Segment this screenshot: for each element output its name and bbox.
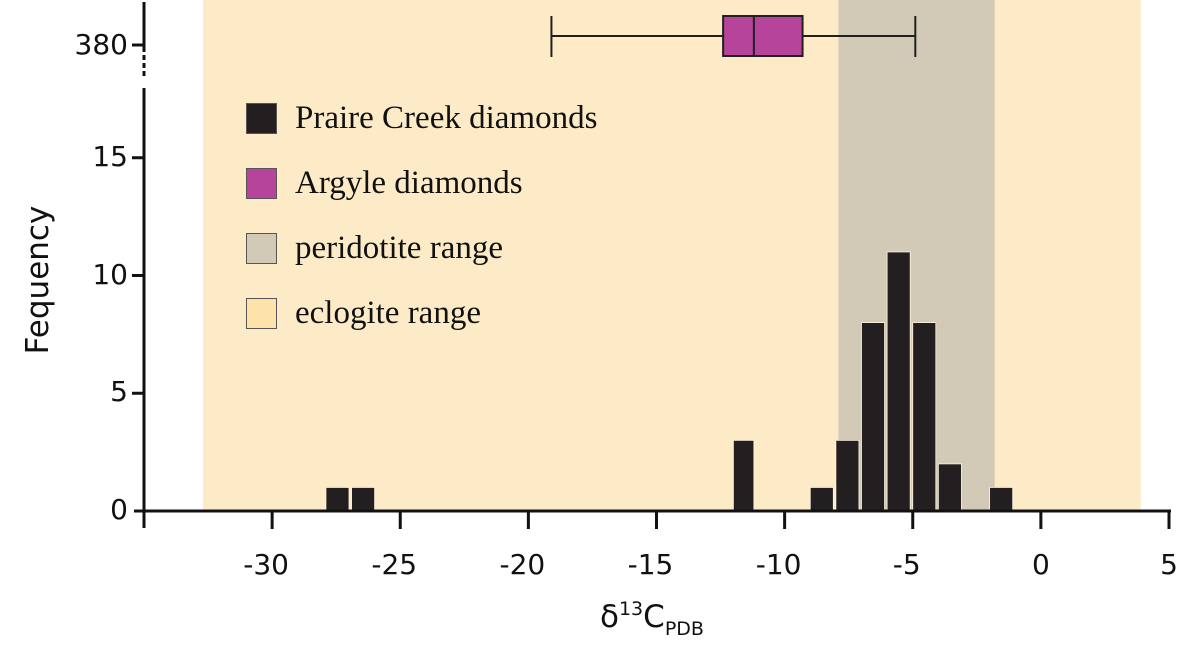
y-tick-label: 15 (92, 139, 128, 173)
y-tick-label-break: 380 (74, 28, 128, 61)
y-tick-label: 5 (110, 375, 128, 409)
x-label-subscript: PDB (664, 618, 704, 640)
y-tick-label: 10 (92, 257, 128, 291)
legend-label: eclogite range (295, 295, 481, 331)
x-tick-label: -25 (371, 548, 418, 581)
x-label-element: C (643, 599, 665, 635)
y-axis-label: Fequency (20, 205, 56, 355)
legend-label: Praire Creek diamonds (295, 100, 598, 136)
legend-item-eclogite: eclogite range (246, 281, 597, 346)
legend-swatch-eclogite (246, 298, 277, 329)
legend-item-peridotite: peridotite range (246, 216, 597, 281)
axes (132, 2, 1171, 529)
x-tick-label: -15 (627, 548, 674, 581)
x-label-delta: δ (600, 599, 619, 635)
histogram-bar (861, 322, 885, 512)
x-axis-label: δ13CPDB (600, 598, 704, 640)
x-label-superscript: 13 (618, 598, 644, 620)
histogram-bar (351, 487, 376, 512)
x-tick-label: 0 (1031, 548, 1050, 581)
legend-label: peridotite range (295, 230, 503, 266)
histogram-bar (937, 463, 962, 512)
legend: Praire Creek diamonds Argyle diamonds pe… (246, 86, 597, 346)
range-bands (202, 0, 1141, 511)
legend-item-argyle: Argyle diamonds (246, 151, 597, 216)
boxplot-box (722, 15, 804, 57)
histogram-bar (912, 322, 937, 512)
histogram-bar (732, 439, 755, 512)
x-tick-label: -30 (243, 548, 289, 581)
histogram-bars (325, 251, 1014, 512)
x-tick-label: -5 (892, 548, 921, 581)
legend-swatch-argyle (246, 168, 277, 199)
histogram-bar (325, 487, 350, 512)
histogram-bar (989, 487, 1014, 512)
histogram-bar (809, 487, 834, 512)
x-tick-label: -10 (755, 548, 802, 581)
argyle-boxplot (550, 15, 917, 57)
histogram-bar (835, 439, 860, 512)
histogram-bar (886, 251, 911, 512)
x-tick-label: 5 (1160, 548, 1178, 581)
legend-swatch-peridotite (246, 233, 277, 264)
legend-swatch-praire-creek (246, 103, 277, 134)
x-tick-label: -20 (499, 548, 546, 581)
legend-label: Argyle diamonds (295, 165, 523, 201)
y-tick-label: 0 (110, 493, 128, 526)
legend-item-praire-creek: Praire Creek diamonds (246, 86, 597, 151)
